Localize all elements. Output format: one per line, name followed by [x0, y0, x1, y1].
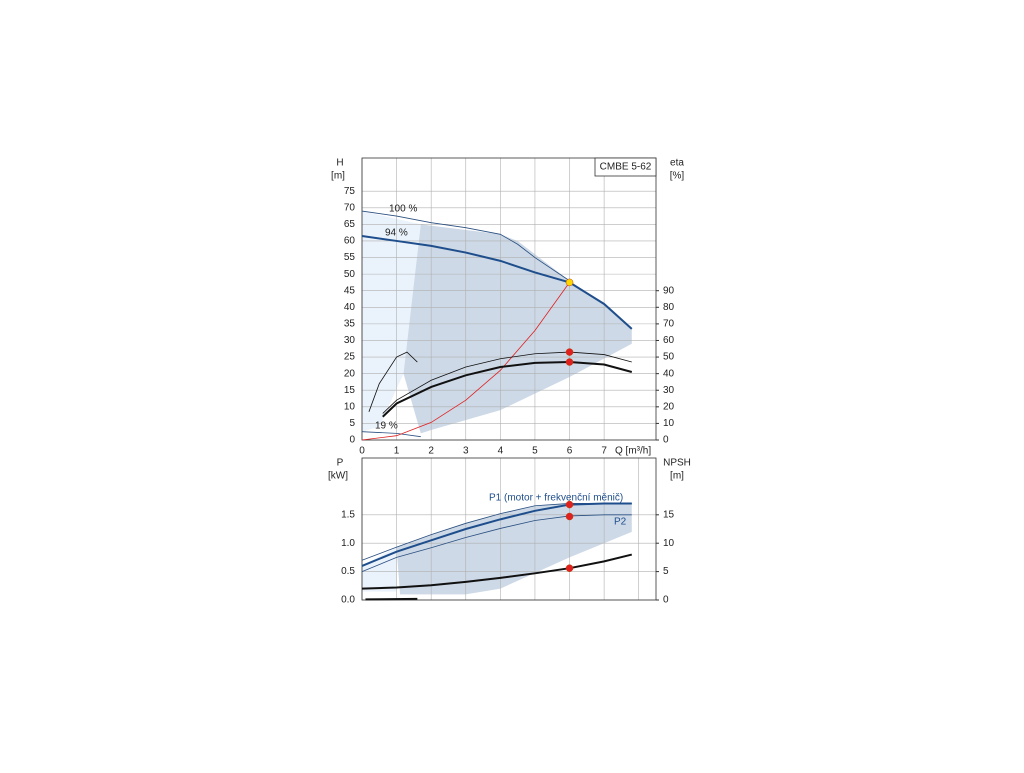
duty-point	[565, 512, 574, 521]
y2-tick-label: 20	[663, 401, 675, 412]
y-tick-label: 35	[344, 319, 356, 330]
curve	[382, 361, 633, 418]
x-tick-label: 3	[463, 446, 469, 457]
y2-tick-label: 0	[663, 435, 669, 446]
y2-axis-unit: [%]	[670, 171, 685, 182]
plot-frame	[361, 157, 657, 441]
duty-point	[565, 564, 574, 572]
curve-label: P1 (motor + frekvenční měnič)	[489, 493, 623, 504]
curve	[361, 234, 633, 330]
plot-frame	[361, 457, 657, 601]
y-tick-label: 20	[344, 368, 356, 379]
y2-tick-label: 10	[663, 418, 675, 429]
y-tick-label: 0	[349, 435, 355, 446]
y-tick-label: 0.5	[341, 566, 355, 577]
y2-axis-title: NPSH	[663, 458, 691, 469]
y-tick-label: 5	[349, 418, 355, 429]
operating-range	[362, 547, 397, 592]
curve	[361, 503, 632, 561]
curve	[361, 210, 570, 282]
y-tick-label: 1.5	[341, 509, 355, 520]
y2-axis-title: eta	[670, 158, 684, 169]
y2-tick-label: 40	[663, 368, 675, 379]
pump-label: CMBE 5-62	[600, 162, 652, 173]
y-axis-unit: [kW]	[328, 471, 348, 482]
operating-range	[362, 211, 421, 432]
y2-tick-label: 30	[663, 385, 675, 396]
y-tick-label: 30	[344, 335, 356, 346]
y2-tick-label: 5	[663, 566, 669, 577]
y-tick-label: 0.0	[341, 595, 355, 606]
y-tick-label: 25	[344, 352, 356, 363]
curve	[361, 282, 570, 441]
y-tick-label: 40	[344, 302, 356, 313]
y-tick-label: 10	[344, 401, 356, 412]
y2-tick-label: 10	[663, 538, 675, 549]
y2-tick-label: 70	[663, 319, 675, 330]
x-axis-title: Q [m³/h]	[615, 446, 651, 457]
curve	[361, 514, 632, 572]
y2-tick-label: 0	[663, 595, 669, 606]
y-tick-label: 55	[344, 252, 356, 263]
y2-tick-label: 50	[663, 352, 675, 363]
operating-range	[403, 224, 632, 434]
curve-label: 100 %	[389, 204, 417, 215]
y2-tick-label: 15	[663, 509, 675, 520]
y2-axis-unit: [m]	[670, 471, 684, 482]
curve	[361, 553, 633, 590]
x-tick-label: 6	[567, 446, 573, 457]
y-tick-label: 75	[344, 186, 356, 197]
curve	[382, 351, 632, 414]
y-tick-label: 1.0	[341, 538, 355, 549]
duty-point	[565, 358, 574, 366]
duty-point	[565, 278, 574, 287]
curve-label: P2	[614, 517, 627, 528]
curve-label: 19 %	[375, 421, 398, 432]
curve	[361, 431, 421, 438]
curve	[361, 502, 632, 567]
x-tick-label: 0	[359, 446, 365, 457]
x-tick-label: 2	[428, 446, 434, 457]
x-tick-label: 7	[601, 446, 607, 457]
y-tick-label: 60	[344, 236, 356, 247]
y2-tick-label: 60	[663, 335, 675, 346]
x-tick-label: 4	[498, 446, 504, 457]
curve	[365, 597, 418, 601]
x-tick-label: 1	[394, 446, 400, 457]
y-tick-label: 15	[344, 385, 356, 396]
y-axis-unit: [m]	[331, 171, 345, 182]
y2-tick-label: 80	[663, 302, 675, 313]
y-tick-label: 50	[344, 269, 356, 280]
y-tick-label: 45	[344, 285, 356, 296]
curve	[368, 351, 418, 412]
y-tick-label: 70	[344, 202, 356, 213]
y-axis-title: P	[337, 458, 344, 469]
y-tick-label: 65	[344, 219, 356, 230]
duty-point	[565, 348, 574, 356]
duty-point	[565, 500, 574, 509]
x-tick-label: 5	[532, 446, 538, 457]
y2-tick-label: 90	[663, 285, 675, 296]
curve-label: 94 %	[385, 228, 408, 239]
pump-label-box	[594, 157, 657, 177]
y-axis-title: H	[336, 158, 343, 169]
